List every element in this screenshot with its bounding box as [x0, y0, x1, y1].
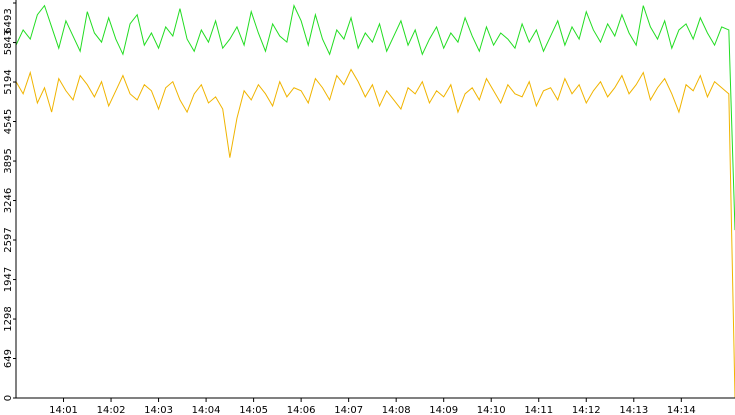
- x-tick-label: 14:04: [192, 405, 221, 415]
- y-tick-label: 6493: [3, 8, 14, 33]
- x-tick-label: 14:06: [287, 405, 316, 415]
- y-tick-label: 5843: [3, 30, 14, 55]
- x-tick-label: 14:12: [572, 405, 601, 415]
- x-tick-label: 14:08: [382, 405, 411, 415]
- x-tick-label: 14:14: [667, 405, 696, 415]
- y-tick-label: 649: [3, 349, 14, 368]
- y-tick-label: 1947: [3, 267, 14, 292]
- y-tick-label: 3895: [3, 148, 14, 173]
- x-tick-label: 14:09: [429, 405, 458, 415]
- series-line: [15, 68, 735, 399]
- x-tick-label: 14:07: [334, 405, 363, 415]
- x-tick-label: 14:10: [477, 405, 506, 415]
- x-tick-label: 14:03: [144, 405, 173, 415]
- x-tick-label: 14:02: [97, 405, 126, 415]
- y-tick-label: 0: [3, 395, 14, 401]
- x-tick-label: 14:11: [524, 405, 553, 415]
- series-line: [15, 4, 735, 231]
- x-tick-label: 14:13: [619, 405, 648, 415]
- y-tick-label: 4545: [3, 109, 14, 134]
- y-tick-label: 2597: [3, 227, 14, 252]
- y-tick-label: 3246: [3, 188, 14, 213]
- x-tick-label: 14:05: [239, 405, 268, 415]
- y-tick-label: 5194: [3, 69, 14, 94]
- x-tick-label: 14:01: [49, 405, 78, 415]
- y-tick-label: 1298: [3, 306, 14, 331]
